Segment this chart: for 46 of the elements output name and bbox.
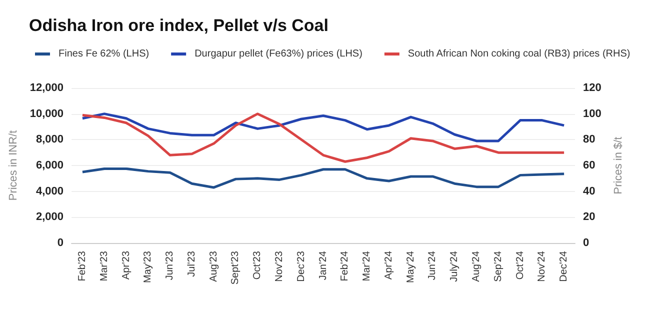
line-series: [81, 112, 566, 142]
x-tick-label: May'23: [142, 250, 154, 283]
y-tick-label: 6,000: [36, 160, 64, 172]
y2-tick-label: 20: [583, 211, 596, 224]
legend-label: Durgapur pellet (Fe63%) prices (LHS): [194, 48, 362, 60]
x-tick-label: May'24: [405, 250, 416, 283]
x-tick-label: Mar'24: [362, 250, 373, 282]
x-tick-label: Aug'24: [471, 250, 482, 282]
x-tick-label: Jul'23: [186, 250, 198, 277]
y2-tick-label: 60: [583, 160, 596, 172]
x-tick-label: Oct'23: [252, 250, 264, 280]
x-tick-label: Aug'23: [208, 250, 220, 282]
y2-tick-label: 40: [583, 185, 596, 198]
legend-label: South African Non coking coal (RB3) prices (RHS): [408, 48, 630, 60]
y-tick-label: 4,000: [36, 185, 64, 198]
y2-tick-label: 0: [583, 237, 590, 249]
x-tick-label: Mar'23: [98, 250, 110, 282]
y-tick-label: 12,000: [30, 82, 64, 94]
y2-tick-label: 120: [583, 82, 602, 94]
x-tick-label: Feb'23: [76, 250, 88, 282]
x-tick-label: July'24: [449, 250, 460, 282]
x-tick-label: Sept'23: [230, 250, 242, 285]
x-tick-label: Nov'23: [274, 250, 285, 282]
y2-tick-label: 80: [583, 134, 596, 146]
line-series: [81, 112, 566, 163]
line-series: [81, 167, 566, 189]
x-tick-label: Feb'24: [340, 250, 351, 282]
y-tick-label: 8,000: [36, 134, 64, 146]
y-tick-label: 0: [57, 237, 64, 249]
y-axis-title: Prices in INR/t: [8, 130, 20, 201]
x-tick-label: Oct'24: [514, 250, 526, 280]
chart-title: Odisha Iron ore index, Pellet v/s Coal: [29, 16, 328, 35]
y-tick-label: 10,000: [30, 108, 64, 120]
x-tick-label: Sep'24: [492, 250, 504, 282]
y2-axis-title: Prices in $/t: [612, 136, 624, 194]
x-tick-label: Jan'24: [318, 250, 329, 280]
x-tick-label: Nov'24: [536, 250, 548, 282]
x-tick-label: Apr'23: [120, 250, 132, 280]
x-tick-label: Dec'23: [296, 250, 307, 282]
x-tick-label: Dec'24: [558, 250, 570, 282]
y2-tick-label: 100: [583, 108, 602, 120]
x-tick-label: Jun'24: [427, 250, 438, 280]
y-tick-label: 2,000: [36, 211, 64, 224]
legend-label: Fines Fe 62% (LHS): [58, 48, 150, 60]
x-tick-label: Jun'23: [164, 250, 176, 280]
x-tick-label: Apr'24: [383, 250, 394, 280]
